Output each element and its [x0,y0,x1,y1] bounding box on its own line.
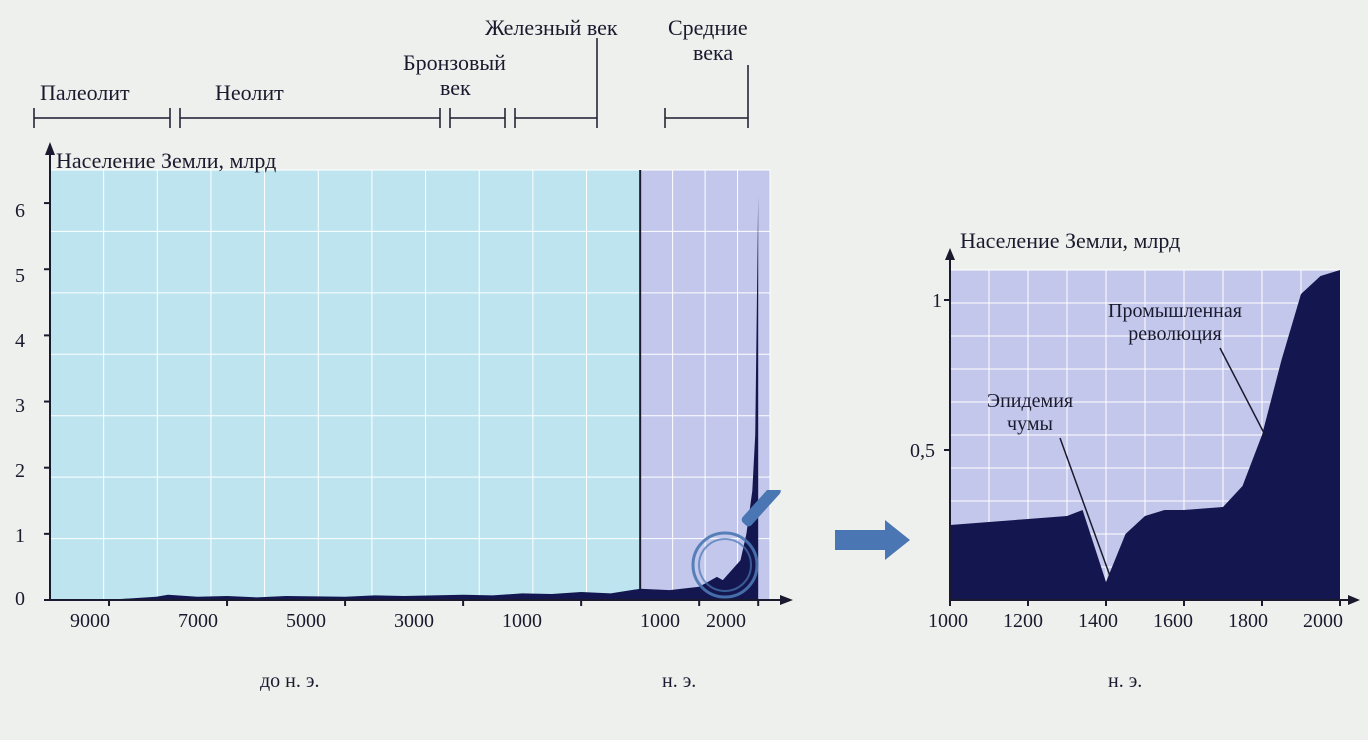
plague-label-l2: чумы [970,413,1090,436]
inset-xtick-4: 1800 [1228,610,1268,633]
inset-xtick-0: 1000 [928,610,968,633]
inset-xtick-2: 1400 [1078,610,1118,633]
main-label-ad: н. э. [662,670,696,693]
inset-ytick-1: 1 [932,290,942,313]
inset-y-title: Население Земли, млрд [960,228,1180,254]
inset-xtick-3: 1600 [1153,610,1193,633]
inset-xtick-5: 2000 [1303,610,1343,633]
industrial-label-l1: Промышленная [1070,300,1280,323]
inset-label-ad: н. э. [1108,670,1142,693]
main-label-bc: до н. э. [260,670,319,693]
inset-ytick-0: 0,5 [910,440,935,463]
industrial-label-l2: революция [1070,323,1280,346]
inset-xtick-1: 1200 [1003,610,1043,633]
figure: Железный век Средние века Бронзовый век … [0,0,1368,740]
plague-label-l1: Эпидемия [970,390,1090,413]
